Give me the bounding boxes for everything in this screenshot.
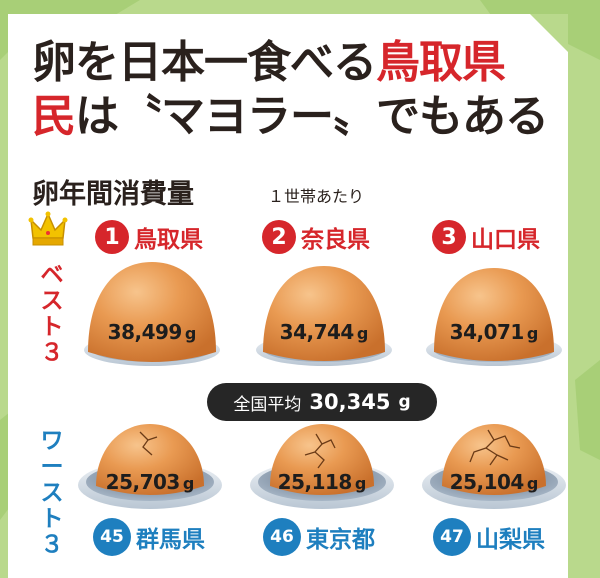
cracked-egg-icon xyxy=(422,424,566,509)
national-average-value: 30,345 xyxy=(309,390,391,414)
rank-badge: 2 xyxy=(262,220,296,254)
best-value-1: 38,499 g xyxy=(77,320,227,344)
worst-rank-47: 47 山梨県 xyxy=(433,518,545,556)
headline-line-2-main: は〝マヨラー〟でもある xyxy=(75,91,549,142)
egg-icon xyxy=(256,266,392,366)
value-number: 25,703 xyxy=(105,470,181,494)
value-unit: g xyxy=(354,474,367,493)
best-label: ベスト３ xyxy=(40,262,64,366)
worst-label: ワースト３ xyxy=(40,428,64,558)
rank-badge: 47 xyxy=(433,518,471,556)
cracked-egg-icon xyxy=(250,424,394,509)
crown-icon xyxy=(28,211,68,246)
best-value-2: 34,744 g xyxy=(249,320,399,344)
prefecture-name: 山梨県 xyxy=(476,527,545,553)
worst-value-45: 25,703 g xyxy=(75,470,225,494)
headline-line-2-accent: 民 xyxy=(32,91,76,142)
value-unit: g xyxy=(356,324,369,343)
headline-line-1: 卵を日本一食べる鳥取県 xyxy=(32,37,506,88)
national-average-badge: 全国平均 30,345 g xyxy=(207,383,437,421)
national-average-label: 全国平均 xyxy=(233,394,302,415)
prefecture-name: 鳥取県 xyxy=(134,227,203,253)
subtitle-title: 卵年間消費量 xyxy=(32,179,194,210)
national-average-unit: g xyxy=(398,392,411,412)
headline-line-1-main: 卵を日本一食べる xyxy=(32,37,377,88)
value-number: 34,071 xyxy=(449,320,525,344)
prefecture-name: 東京都 xyxy=(306,527,375,553)
rank-badge: 46 xyxy=(263,518,301,556)
value-unit: g xyxy=(526,324,539,343)
best-rank-2: 2 奈良県 xyxy=(262,220,370,254)
rank-badge: 45 xyxy=(93,518,131,556)
value-number: 34,744 xyxy=(279,320,355,344)
rank-badge: 3 xyxy=(432,220,466,254)
best-rank-3: 3 山口県 xyxy=(432,220,540,254)
worst-rank-46: 46 東京都 xyxy=(263,518,375,556)
value-number: 38,499 xyxy=(107,320,183,344)
headline-line-1-accent: 鳥取県 xyxy=(376,37,506,88)
prefecture-name: 奈良県 xyxy=(301,227,370,253)
egg-icon xyxy=(426,268,562,366)
value-unit: g xyxy=(184,324,197,343)
value-number: 25,104 xyxy=(449,470,525,494)
cracked-egg-icon xyxy=(78,424,222,509)
prefecture-name: 群馬県 xyxy=(136,527,205,553)
prefecture-name: 山口県 xyxy=(471,227,540,253)
headline-line-2: 民は〝マヨラー〟でもある xyxy=(32,91,549,142)
value-unit: g xyxy=(182,474,195,493)
value-number: 25,118 xyxy=(277,470,353,494)
egg-icon xyxy=(84,262,220,366)
value-unit: g xyxy=(526,474,539,493)
best-value-3: 34,071 g xyxy=(419,320,569,344)
rank-badge: 1 xyxy=(95,220,129,254)
worst-rank-45: 45 群馬県 xyxy=(93,518,205,556)
subtitle-note: １世帯あたり xyxy=(268,187,365,206)
worst-value-46: 25,118 g xyxy=(247,470,397,494)
worst-value-47: 25,104 g xyxy=(419,470,569,494)
best-rank-1: 1 鳥取県 xyxy=(95,220,203,254)
